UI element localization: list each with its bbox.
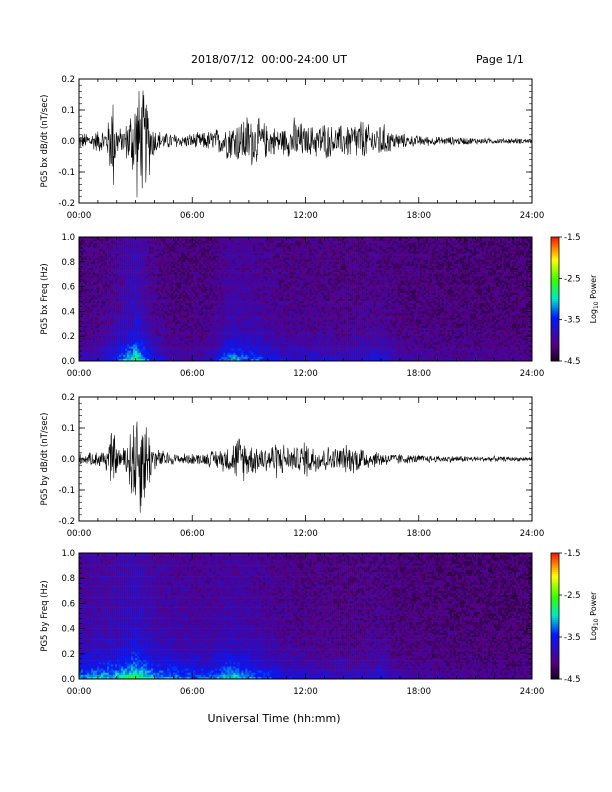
x-tick-label: 12:00 [293,211,318,221]
x-tick-label: 00:00 [67,369,92,379]
y-tick-label: 0.8 [61,574,75,584]
waveform-path [79,422,532,513]
y-axis-label: PG5 by Freq (Hz) [40,580,50,651]
colorbar-tick-label: -1.5 [564,233,581,243]
y-tick-label: 0.2 [61,75,75,85]
x-tick-label: 12:00 [293,369,318,379]
spectrogram [79,237,532,361]
x-tick-label: 18:00 [407,687,432,697]
y-tick-label: 0.4 [61,307,75,317]
colorbar-label: Log10 Power [589,591,600,640]
spectrogram [79,553,532,679]
y-tick-label: 0.6 [61,283,75,293]
y-tick-label: 0.6 [61,599,75,609]
x-tick-label: 12:00 [293,529,318,539]
x-tick-label: 24:00 [520,529,545,539]
y-tick-label: 0.1 [61,424,75,434]
x-tick-label: 00:00 [67,687,92,697]
colorbar-tick-label: -2.5 [564,591,581,601]
y-axis-label: PG5 bx Freq (Hz) [40,263,50,334]
y-tick-label: -0.2 [58,517,75,527]
y-tick-label: 1.0 [61,549,75,559]
y-tick-label: -0.1 [58,168,75,178]
y-tick-label: 0.0 [61,675,75,685]
y-tick-label: 0.2 [61,332,75,342]
colorbar-label: Log10 Power [589,274,600,323]
y-tick-label: 1.0 [61,233,75,243]
x-tick-label: 00:00 [67,211,92,221]
waveform-trace [79,422,532,513]
x-tick-label: 24:00 [520,687,545,697]
colorbar-tick-label: -3.5 [564,633,581,643]
colorbar-tick-label: -1.5 [564,549,581,559]
colorbar-tick-label: -4.5 [564,357,581,367]
x-tick-label: 24:00 [520,211,545,221]
y-tick-label: 0.8 [61,258,75,268]
x-tick-label: 06:00 [180,369,205,379]
x-tick-label: 18:00 [407,369,432,379]
y-axis-label: PG5 bx dB/dt (nT/sec) [40,95,50,188]
x-tick-label: 06:00 [180,687,205,697]
colorbar-tick-label: -2.5 [564,274,581,284]
x-tick-label: 24:00 [520,369,545,379]
x-tick-label: 18:00 [407,211,432,221]
colorbar-tick-label: -3.5 [564,316,581,326]
y-tick-label: -0.2 [58,199,75,209]
colorbar [551,553,559,679]
y-tick-label: 0.2 [61,650,75,660]
x-tick-label: 06:00 [180,211,205,221]
y-tick-label: 0.0 [61,455,75,465]
x-tick-label: 12:00 [293,687,318,697]
x-axis-label: Universal Time (hh:mm) [208,712,341,725]
y-tick-label: -0.1 [58,486,75,496]
y-tick-label: 0.0 [61,137,75,147]
y-tick-label: 0.0 [61,357,75,367]
y-axis-label: PG5 by dB/dt (nT/sec) [40,413,50,506]
x-tick-label: 18:00 [407,529,432,539]
y-tick-label: 0.1 [61,106,75,116]
y-tick-label: 0.2 [61,393,75,403]
waveform-path [79,91,532,198]
x-tick-label: 06:00 [180,529,205,539]
colorbar-tick-label: -4.5 [564,675,581,685]
y-tick-label: 0.4 [61,625,75,635]
x-tick-label: 00:00 [67,529,92,539]
waveform-trace [79,91,532,198]
colorbar [551,237,559,361]
